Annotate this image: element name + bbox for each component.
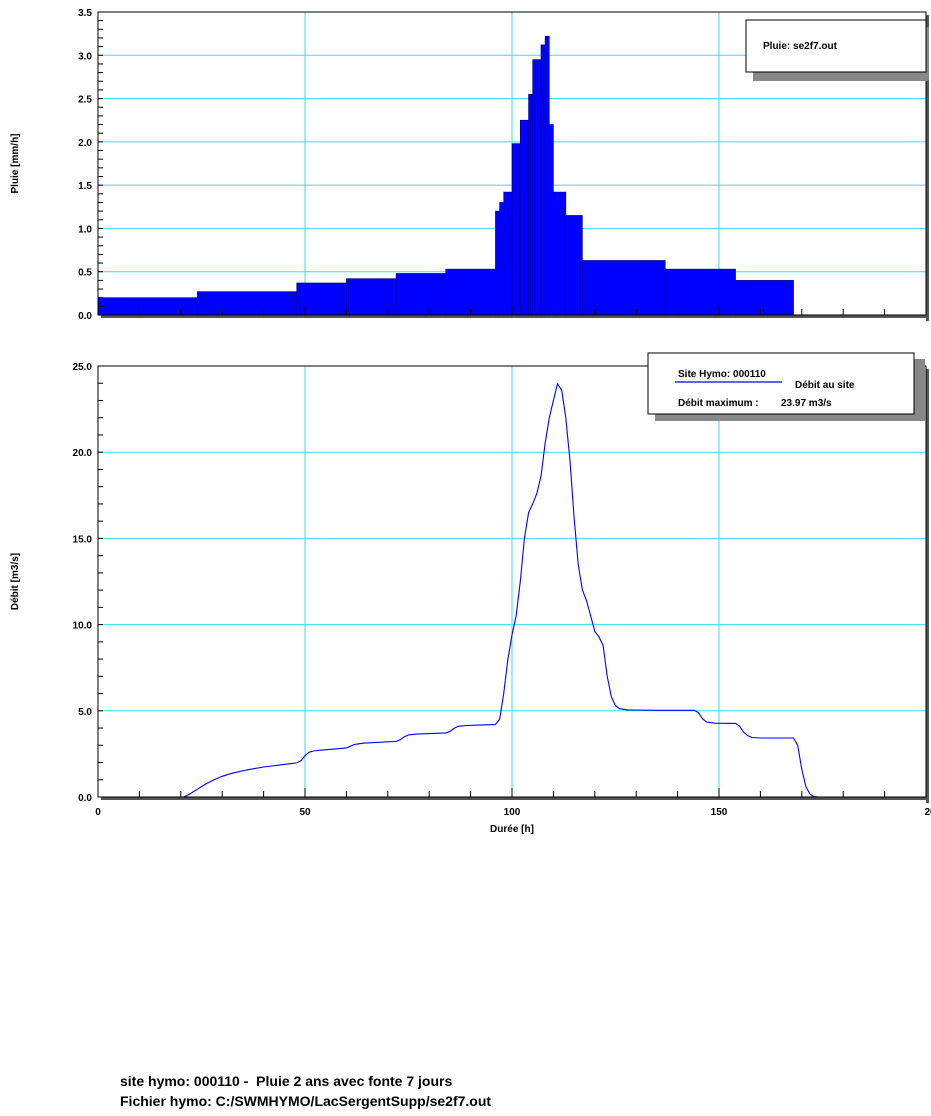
rain-bar xyxy=(495,210,500,316)
rain-y-tick-label: 2.0 xyxy=(78,138,92,149)
rain-bar xyxy=(346,278,397,316)
rain-bar xyxy=(511,143,521,316)
flow-y-tick-label: 0.0 xyxy=(78,793,92,804)
flow-y-tick-label: 10.0 xyxy=(73,621,93,632)
rain-bar xyxy=(664,268,736,316)
flow-legend-series-label: Débit au site xyxy=(795,380,855,391)
flow-y-tick-label: 15.0 xyxy=(73,534,93,545)
rain-y-axis-label: Pluie [mm/h] xyxy=(10,133,21,193)
rain-bar xyxy=(499,202,505,316)
rain-shadow-bottom xyxy=(101,315,929,318)
rain-bar xyxy=(553,191,567,316)
rain-bar xyxy=(565,215,583,316)
rain-bar xyxy=(582,260,666,316)
rain-bar xyxy=(395,273,447,316)
x-axis-label: Durée [h] xyxy=(490,824,534,835)
rain-bar xyxy=(544,35,550,316)
rain-bar xyxy=(528,93,533,316)
rain-y-tick-label: 0.5 xyxy=(78,268,92,279)
flow-y-tick-label: 25.0 xyxy=(73,362,93,373)
rain-bar xyxy=(503,191,513,316)
rain-bar xyxy=(197,291,298,316)
rain-y-tick-label: 1.0 xyxy=(78,224,92,235)
flow-shadow-bottom xyxy=(101,797,929,800)
flow-legend-box xyxy=(647,352,915,415)
discharge-series-line xyxy=(98,382,926,798)
rain-shadow-right xyxy=(926,15,929,321)
flow-x-tick-label: 150 xyxy=(711,807,728,818)
flow-y-tick-label: 5.0 xyxy=(78,707,92,718)
rain-bar xyxy=(445,268,496,316)
footer-file-line: Fichier hymo: C:/SWMHYMO/LacSergentSupp/… xyxy=(120,1093,492,1109)
flow-x-tick-label: 100 xyxy=(504,807,521,818)
flow-x-tick-label: 0 xyxy=(95,807,101,818)
rain-bar xyxy=(540,44,546,316)
flow-x-tick-label: 20 xyxy=(924,807,931,818)
flow-legend-max-label: Débit maximum : xyxy=(678,398,759,409)
rain-bar xyxy=(97,297,198,316)
rain-bar xyxy=(519,119,529,316)
flow-y-axis-label: Débit [m3/s] xyxy=(10,553,21,610)
footer-site-line: site hymo: 000110 - Pluie 2 ans avec fon… xyxy=(120,1073,453,1089)
flow-legend-max-value: 23.97 m3/s xyxy=(781,398,832,409)
rain-y-tick-label: 1.5 xyxy=(78,181,92,192)
rain-bar xyxy=(735,280,794,316)
rain-y-tick-label: 2.5 xyxy=(78,95,92,106)
rain-bar xyxy=(296,282,347,316)
flow-legend-title: Site Hymo: 000110 xyxy=(678,369,766,380)
rain-bar xyxy=(548,124,554,316)
rain-bar xyxy=(532,59,542,316)
rain-y-tick-label: 3.0 xyxy=(78,51,92,62)
flow-shadow-right xyxy=(926,369,929,803)
rain-legend-box xyxy=(745,19,927,73)
flow-x-tick-label: 50 xyxy=(299,807,311,818)
rain-y-tick-label: 0.0 xyxy=(78,311,92,322)
rain-y-tick-label: 3.5 xyxy=(78,8,92,19)
flow-y-tick-label: 20.0 xyxy=(73,448,93,459)
rain-legend-label: Pluie: se2f7.out xyxy=(763,41,838,52)
